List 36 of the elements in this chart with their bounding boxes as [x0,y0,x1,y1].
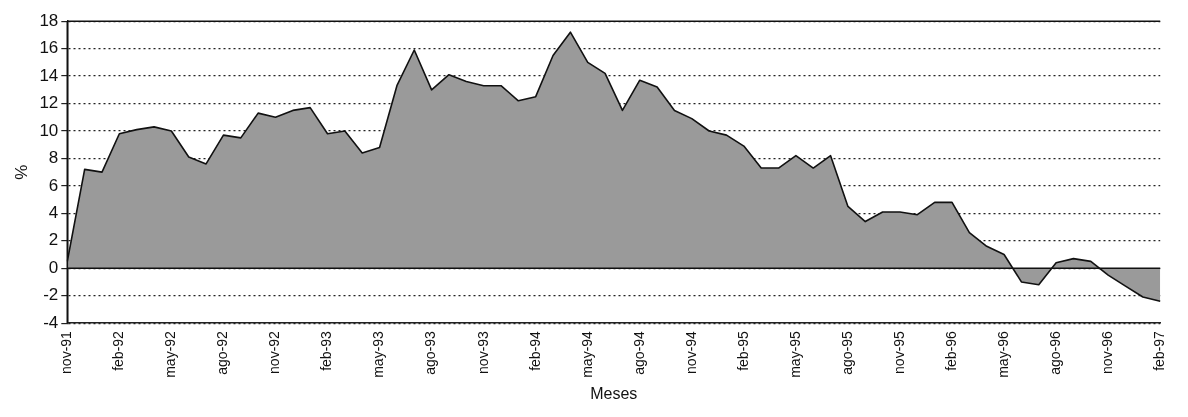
y-tick-label: 16 [39,38,59,58]
x-tick-label: ago-93 [422,330,439,375]
y-tick-label: 10 [39,120,59,140]
x-tick-label: ago-92 [214,330,231,375]
x-tick-label: ago-94 [630,330,647,375]
x-tick-label: feb-93 [318,330,335,371]
x-tick-label: feb-92 [110,330,127,371]
y-tick-label: 8 [48,148,59,168]
y-tick-label: 6 [48,175,59,195]
x-tick-label: may-92 [162,330,179,378]
x-tick-label: ago-96 [1046,330,1063,375]
x-tick-label: may-95 [786,330,803,378]
x-tick-label: nov-91 [58,330,75,374]
x-tick-label: feb-94 [526,330,543,371]
x-tick-label: may-96 [994,330,1011,378]
x-tick-label: nov-93 [474,330,491,374]
y-tick-label: -2 [43,285,59,305]
y-tick-label: 0 [48,257,59,277]
x-axis-title: Meses [590,384,638,402]
x-tick-label: may-94 [578,330,595,378]
x-tick-label: may-93 [370,330,387,378]
y-tick-label: -4 [43,312,59,332]
y-axis-title: % [11,164,31,180]
y-tick-label: 4 [48,203,59,223]
y-tick-label: 2 [48,230,59,250]
x-tick-label: nov-92 [266,330,283,374]
y-tick-label: 14 [39,65,59,85]
x-tick-label: nov-96 [1099,330,1116,374]
x-tick-label: feb-97 [1151,330,1168,371]
x-tick-label: ago-95 [838,330,855,375]
x-tick-label: feb-96 [942,330,959,371]
y-tick-label: 18 [39,10,59,30]
x-tick-label: nov-94 [682,330,699,374]
x-tick-label: feb-95 [734,330,751,371]
y-tick-label: 12 [39,93,59,113]
x-tick-label: nov-95 [890,330,907,374]
